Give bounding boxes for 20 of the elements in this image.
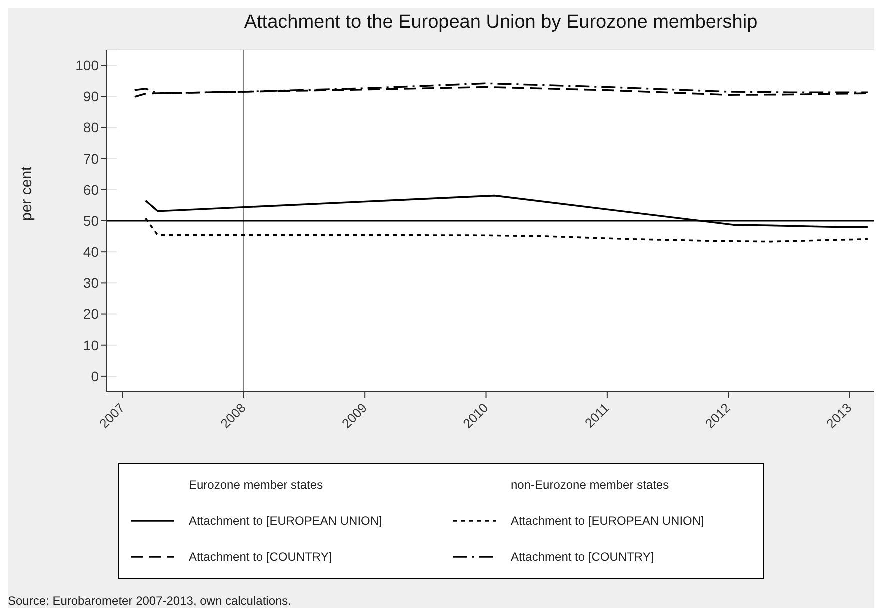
legend-label: Attachment to [EUROPEAN UNION] (511, 514, 704, 528)
y-tick-label: 60 (83, 182, 100, 198)
y-tick-label: 40 (83, 244, 100, 260)
legend-label: Attachment to [COUNTRY] (189, 550, 332, 564)
y-tick-label: 20 (83, 306, 100, 322)
y-tick-label: 80 (83, 120, 100, 136)
y-tick-label: 50 (83, 212, 100, 229)
text: non-Eurozone member states (510, 478, 670, 492)
source-note: Source: Eurobarometer 2007-2013, own calculations. (8, 594, 292, 608)
chart-title: Attachment to the European Union by Eurozone membership (243, 11, 759, 35)
legend-label: Attachment to [COUNTRY] (511, 550, 654, 564)
text: Eurozone member states (188, 478, 324, 492)
y-axis-title: per cent (18, 166, 36, 221)
y-tick-label: 10 (83, 337, 100, 354)
y-tick-label: 0 (91, 368, 100, 384)
y-tick-label: 30 (83, 275, 100, 292)
legend-label: Attachment to [EUROPEAN UNION] (189, 514, 382, 528)
y-tick-label: 100 (76, 58, 100, 74)
y-tick-label: 90 (83, 88, 100, 105)
y-tick-label: 70 (83, 150, 100, 167)
